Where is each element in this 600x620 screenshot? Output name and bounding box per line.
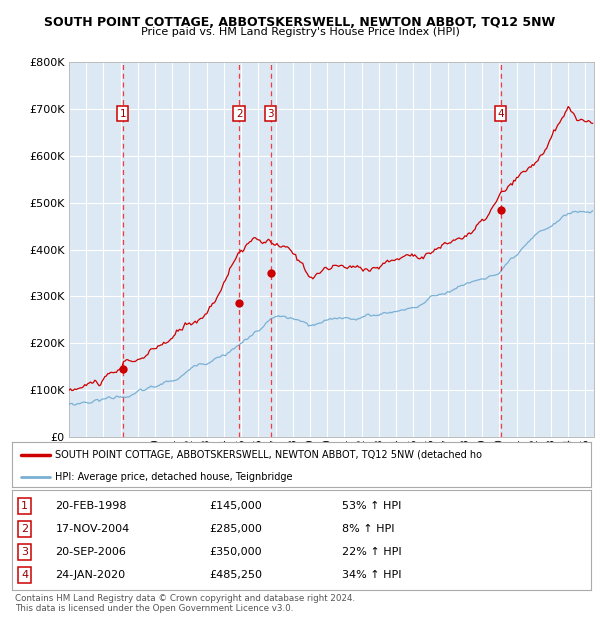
Text: 2: 2 <box>236 108 242 118</box>
Text: 53% ↑ HPI: 53% ↑ HPI <box>342 501 401 511</box>
Text: 1: 1 <box>21 501 28 511</box>
Text: £485,250: £485,250 <box>209 570 262 580</box>
Text: 20-FEB-1998: 20-FEB-1998 <box>55 501 127 511</box>
Text: HPI: Average price, detached house, Teignbridge: HPI: Average price, detached house, Teig… <box>55 472 293 482</box>
Text: 3: 3 <box>21 547 28 557</box>
Text: Contains HM Land Registry data © Crown copyright and database right 2024.: Contains HM Land Registry data © Crown c… <box>15 594 355 603</box>
Text: 2: 2 <box>21 524 28 534</box>
Text: 34% ↑ HPI: 34% ↑ HPI <box>342 570 401 580</box>
Text: 17-NOV-2004: 17-NOV-2004 <box>55 524 130 534</box>
Text: 22% ↑ HPI: 22% ↑ HPI <box>342 547 401 557</box>
Text: 24-JAN-2020: 24-JAN-2020 <box>55 570 125 580</box>
Text: SOUTH POINT COTTAGE, ABBOTSKERSWELL, NEWTON ABBOT, TQ12 5NW: SOUTH POINT COTTAGE, ABBOTSKERSWELL, NEW… <box>44 16 556 29</box>
Text: Price paid vs. HM Land Registry's House Price Index (HPI): Price paid vs. HM Land Registry's House … <box>140 27 460 37</box>
Text: 4: 4 <box>21 570 28 580</box>
Text: 4: 4 <box>497 108 504 118</box>
Text: £350,000: £350,000 <box>209 547 262 557</box>
Text: 8% ↑ HPI: 8% ↑ HPI <box>342 524 395 534</box>
Text: £285,000: £285,000 <box>209 524 262 534</box>
Text: 3: 3 <box>268 108 274 118</box>
Text: 1: 1 <box>119 108 126 118</box>
Text: This data is licensed under the Open Government Licence v3.0.: This data is licensed under the Open Gov… <box>15 604 293 613</box>
Text: £145,000: £145,000 <box>209 501 262 511</box>
Text: SOUTH POINT COTTAGE, ABBOTSKERSWELL, NEWTON ABBOT, TQ12 5NW (detached ho: SOUTH POINT COTTAGE, ABBOTSKERSWELL, NEW… <box>55 450 482 459</box>
Text: 20-SEP-2006: 20-SEP-2006 <box>55 547 127 557</box>
